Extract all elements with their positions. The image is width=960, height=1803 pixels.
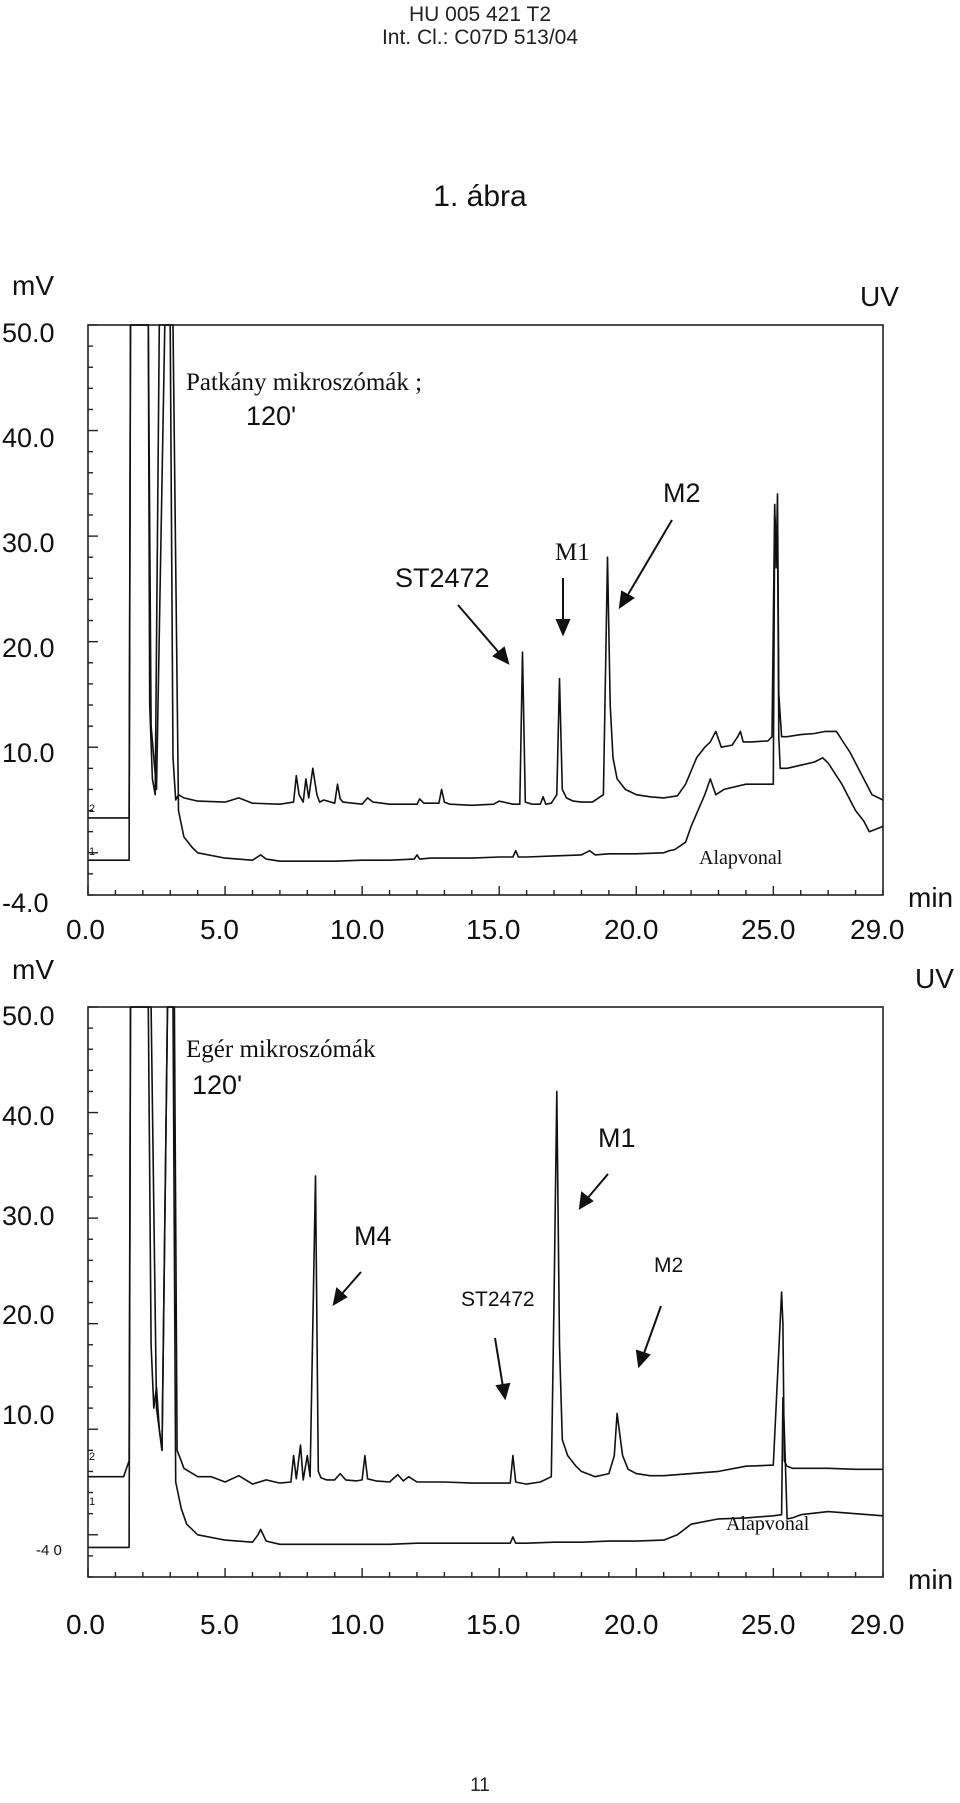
- y-tick-label: 40.0: [2, 1101, 55, 1131]
- y-axis-unit: mV: [12, 954, 54, 985]
- x-tick-label: 20.0: [604, 1609, 659, 1640]
- detector-label: UV: [915, 963, 954, 994]
- x-tick-label: 0.0: [66, 1609, 105, 1640]
- chart-subtitle: 120': [246, 401, 296, 431]
- series-group: [88, 324, 884, 863]
- peak-label-m2: M2: [663, 478, 701, 508]
- x-tick-label: 10.0: [330, 914, 385, 945]
- y-tick-label: -4 0: [36, 1542, 62, 1559]
- trace-label-1: 1: [89, 1496, 95, 1508]
- peak-label-m1: M1: [598, 1123, 636, 1153]
- x-tick-label: 25.0: [741, 914, 796, 945]
- series-line-trace-1: [88, 1006, 884, 1549]
- x-tick-label: 15.0: [466, 914, 521, 945]
- x-tick-label: 20.0: [604, 914, 659, 945]
- patent-classification: Int. Cl.: C07D 513/04: [381, 26, 579, 49]
- trace-label-2: 2: [89, 1451, 95, 1463]
- series-line-trace-2: [88, 1006, 883, 1485]
- x-axis-unit: min: [908, 1564, 953, 1595]
- y-tick-label: 30.0: [2, 528, 55, 558]
- peak-label-m2: M2: [654, 1254, 683, 1277]
- x-tick-label: 5.0: [200, 1609, 239, 1640]
- arrow-m2: [635, 1305, 662, 1369]
- y-tick-label: 10.0: [2, 1400, 55, 1430]
- x-tick-label: 29.0: [850, 1609, 905, 1640]
- arrow-m4: [332, 1271, 362, 1306]
- chromatogram-rat: mV UV min 50.0 40.0 30.0 20.0 10.0 -4.0 …: [2, 270, 953, 945]
- y-tick-label: 10.0: [2, 738, 55, 768]
- arrow-m1: [555, 578, 571, 637]
- x-tick-label: 15.0: [466, 1609, 521, 1640]
- y-tick-label: 20.0: [2, 1300, 55, 1330]
- series-line-trace-2: [88, 324, 884, 819]
- baseline-label: Alapvonal: [726, 1513, 810, 1535]
- peak-label-st2472: ST2472: [461, 1288, 535, 1311]
- trace-label-1: 1: [89, 846, 95, 858]
- arrow-st2472: [457, 604, 510, 665]
- patent-number: HU 005 421 T2: [408, 3, 552, 26]
- peak-label-st2472: ST2472: [395, 563, 490, 593]
- y-tick-label: 40.0: [2, 423, 55, 453]
- figure-label: 1. ábra: [433, 180, 527, 213]
- y-tick-label: 50.0: [2, 1001, 55, 1031]
- x-tick-label: 0.0: [66, 914, 105, 945]
- axis-ticks: [87, 1006, 884, 1578]
- plot-frame: [87, 324, 884, 896]
- arrow-st2472: [494, 1337, 511, 1401]
- peak-label-m1: M1: [555, 539, 590, 566]
- series-group: [88, 1006, 884, 1549]
- chart-title: Egér mikroszómák: [186, 1036, 376, 1063]
- arrow-m1: [578, 1173, 609, 1210]
- y-tick-label: 50.0: [2, 318, 55, 348]
- y-tick-label: 20.0: [2, 633, 55, 663]
- arrow-m2: [618, 519, 673, 610]
- x-tick-label: 29.0: [850, 914, 905, 945]
- chromatogram-mouse: mV UV min 50.0 40.0 30.0 20.0 10.0 -4 0 …: [2, 954, 954, 1640]
- y-axis-unit: mV: [12, 270, 54, 301]
- chart-title: Patkány mikroszómák ;: [186, 369, 422, 396]
- y-tick-label: 30.0: [2, 1201, 55, 1231]
- x-axis-unit: min: [908, 882, 953, 913]
- x-tick-label: 5.0: [200, 914, 239, 945]
- plot-frame: [87, 1006, 884, 1578]
- x-tick-label: 10.0: [330, 1609, 385, 1640]
- baseline-label: Alapvonal: [699, 847, 783, 869]
- page-number: 11: [470, 1775, 490, 1796]
- peak-label-m4: M4: [354, 1221, 392, 1251]
- axis-ticks: [87, 324, 884, 896]
- chart-subtitle: 120': [192, 1070, 242, 1100]
- y-tick-label: -4.0: [2, 888, 49, 918]
- series-line-trace-1: [88, 324, 884, 863]
- x-tick-label: 25.0: [741, 1609, 796, 1640]
- detector-label: UV: [860, 281, 899, 312]
- trace-label-2: 2: [89, 803, 95, 815]
